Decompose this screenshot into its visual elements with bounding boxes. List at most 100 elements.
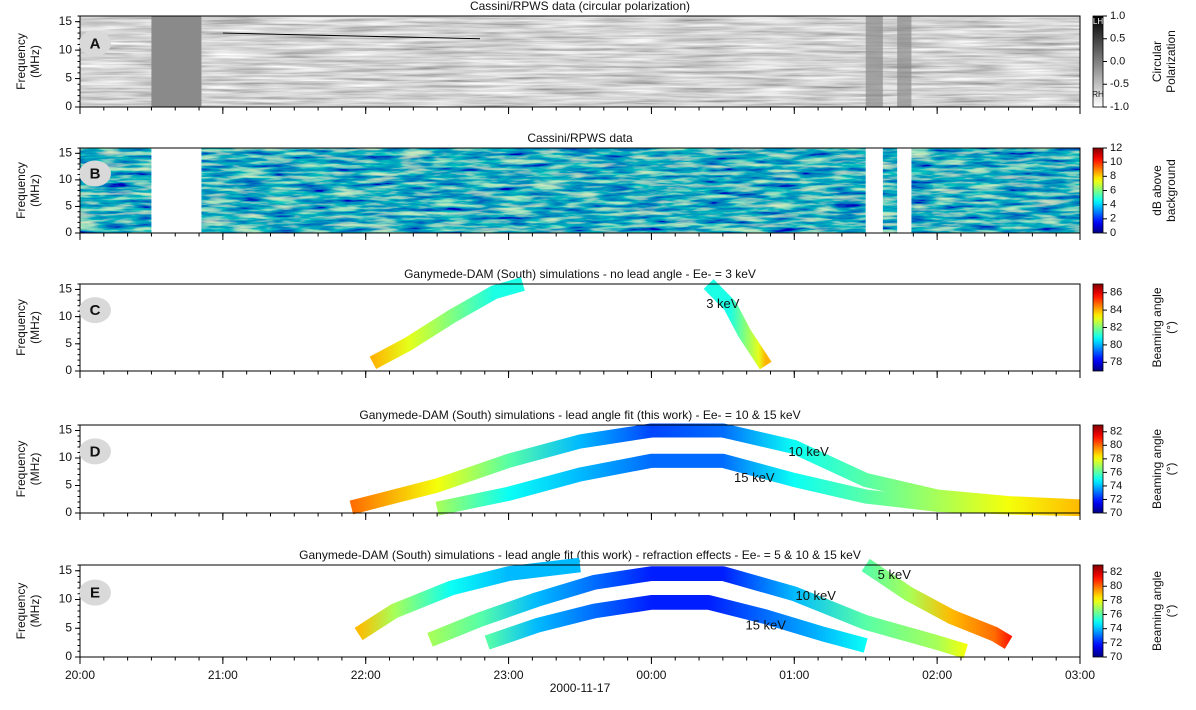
- arc-label: 15 keV: [745, 617, 786, 632]
- colorbar-tick-label: 74: [1110, 480, 1122, 492]
- colorbar-tick-label: 86: [1110, 287, 1122, 299]
- colorbar-tick-label: 80: [1110, 439, 1122, 451]
- y-tick-label: 0: [65, 363, 72, 377]
- colorbar-tick-label: -0.5: [1110, 78, 1129, 90]
- data-gap: [897, 148, 912, 233]
- colorbar-tick-label: 76: [1110, 608, 1122, 620]
- colorbar: [1092, 283, 1104, 372]
- arc: [369, 277, 772, 370]
- y-tick-label: 5: [65, 199, 72, 213]
- colorbar-end-label: RH: [1092, 90, 1104, 99]
- colorbar: [1092, 147, 1104, 234]
- colorbar-tick-label: 78: [1110, 594, 1122, 606]
- y-axis-label: Frequency: [14, 441, 28, 498]
- spectrogram-image: [80, 148, 1080, 233]
- y-tick-label: 0: [65, 505, 72, 519]
- colorbar-label: (°): [1164, 463, 1178, 476]
- panel-letter: E: [90, 585, 100, 602]
- y-tick-label: 15: [59, 282, 73, 296]
- y-axis-label: (MHz): [28, 45, 42, 78]
- y-tick-label: 0: [65, 99, 72, 113]
- colorbar-tick-label: 70: [1110, 651, 1122, 663]
- colorbar-tick-label: 74: [1110, 623, 1122, 635]
- arc-label: 15 keV: [734, 470, 775, 485]
- y-axis-label: Frequency: [14, 162, 28, 219]
- panel-letter: D: [90, 443, 101, 460]
- x-tick-label: 02:00: [922, 668, 952, 682]
- data-gap: [865, 16, 883, 107]
- colorbar-label: Beaming angle: [1150, 429, 1164, 509]
- colorbar-label: Polarization: [1164, 30, 1178, 93]
- panel-letter: A: [90, 35, 101, 52]
- colorbar-tick-label: 10: [1110, 156, 1122, 168]
- colorbar-tick-label: 8: [1110, 170, 1116, 182]
- colorbar-tick-label: 12: [1110, 142, 1122, 154]
- colorbar-label: background: [1164, 159, 1178, 222]
- x-tick-label: 03:00: [1065, 668, 1095, 682]
- colorbar-tick-label: 1.0: [1110, 10, 1125, 22]
- arc-label: 3 keV: [706, 296, 740, 311]
- colorbar: [1092, 564, 1104, 658]
- y-tick-label: 0: [65, 225, 72, 239]
- colorbar-tick-label: 82: [1110, 426, 1122, 438]
- y-axis-label: (MHz): [28, 311, 42, 344]
- y-axis-label: Frequency: [14, 583, 28, 640]
- x-tick-label: 00:00: [636, 668, 666, 682]
- colorbar-tick-label: 82: [1110, 566, 1122, 578]
- y-tick-label: 15: [59, 14, 73, 28]
- panel-badge: [79, 160, 111, 187]
- x-tick-label: 01:00: [779, 668, 809, 682]
- colorbar-tick-label: 80: [1110, 339, 1122, 351]
- arc: [349, 423, 1081, 515]
- y-tick-label: 10: [59, 172, 73, 186]
- x-axis-label: 2000-11-17: [550, 681, 611, 695]
- x-tick-label: 20:00: [65, 668, 95, 682]
- data-gap: [865, 148, 883, 233]
- panel-letter: B: [90, 165, 101, 182]
- y-axis-label: (MHz): [28, 595, 42, 628]
- panel-badge: [79, 297, 111, 324]
- colorbar: [1092, 424, 1104, 514]
- x-tick-label: 22:00: [351, 668, 381, 682]
- y-tick-label: 10: [59, 309, 73, 323]
- panel-title: Ganymede-DAM (South) simulations - lead …: [359, 408, 800, 422]
- colorbar-end-label: LH: [1093, 17, 1103, 26]
- colorbar-tick-label: 72: [1110, 493, 1122, 505]
- panel-title: Ganymede-DAM (South) simulations - no le…: [404, 267, 756, 281]
- colorbar-tick-label: 80: [1110, 580, 1122, 592]
- spectrogram-image: [80, 16, 1080, 107]
- colorbar-tick-label: 70: [1110, 507, 1122, 519]
- colorbar-label: Beaming angle: [1150, 287, 1164, 367]
- x-tick-label: 21:00: [208, 668, 238, 682]
- panel-badge: [79, 579, 111, 606]
- arc: [484, 595, 868, 653]
- arc: [435, 453, 1081, 517]
- colorbar-tick-label: 4: [1110, 199, 1116, 211]
- panel-letter: C: [90, 302, 101, 319]
- y-tick-label: 10: [59, 450, 73, 464]
- y-tick-label: 10: [59, 42, 73, 56]
- colorbar-label: Circular: [1150, 41, 1164, 82]
- y-axis-label: (MHz): [28, 174, 42, 207]
- arc: [354, 557, 1013, 649]
- colorbar-tick-label: -1.0: [1110, 101, 1129, 113]
- colorbar-label: Beaming angle: [1150, 571, 1164, 651]
- data-gap: [151, 16, 202, 107]
- colorbar-tick-label: 82: [1110, 321, 1122, 333]
- y-axis-label: Frequency: [14, 33, 28, 90]
- colorbar-tick-label: 0.0: [1110, 55, 1125, 67]
- y-tick-label: 5: [65, 71, 72, 85]
- y-tick-label: 15: [59, 423, 73, 437]
- colorbar-tick-label: 78: [1110, 356, 1122, 368]
- arc-label: 10 keV: [788, 444, 829, 459]
- x-tick-label: 23:00: [494, 668, 524, 682]
- colorbar-tick-label: 76: [1110, 466, 1122, 478]
- y-tick-label: 15: [59, 563, 73, 577]
- y-tick-label: 5: [65, 478, 72, 492]
- colorbar-tick-label: 0: [1110, 227, 1116, 239]
- panel-title: Cassini/RPWS data (circular polarization…: [470, 0, 690, 13]
- data-gap: [151, 148, 202, 233]
- arc: [427, 566, 968, 659]
- colorbar-tick-label: 0.5: [1110, 33, 1125, 45]
